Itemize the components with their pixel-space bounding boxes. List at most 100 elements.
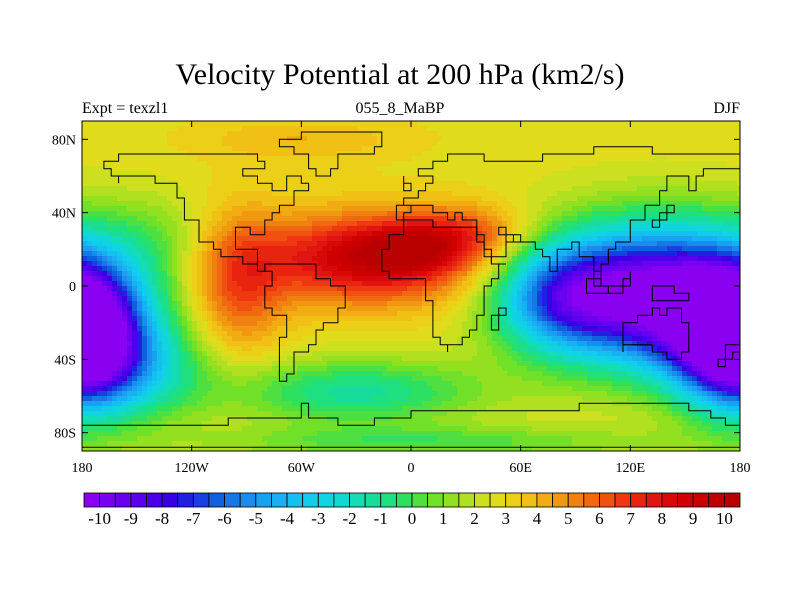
heatmap-cell	[187, 246, 193, 252]
heatmap-cell	[177, 126, 183, 132]
heatmap-cell	[207, 201, 213, 207]
heatmap-cell	[182, 221, 188, 227]
heatmap-cell	[157, 186, 163, 192]
heatmap-cell	[187, 261, 193, 267]
heatmap-cell	[192, 126, 198, 132]
heatmap-cell	[157, 296, 163, 302]
heatmap-cell	[272, 201, 278, 207]
heatmap-cell	[467, 146, 473, 152]
heatmap-cell	[487, 296, 493, 302]
heatmap-cell	[337, 231, 343, 237]
heatmap-cell	[112, 146, 118, 152]
heatmap-cell	[522, 241, 528, 247]
heatmap-cell	[587, 306, 593, 312]
heatmap-cell	[492, 256, 498, 262]
heatmap-cell	[167, 196, 173, 202]
heatmap-cell	[567, 301, 573, 307]
heatmap-cell	[407, 171, 413, 177]
heatmap-cell	[252, 201, 258, 207]
heatmap-cell	[117, 161, 123, 167]
heatmap-cell	[522, 276, 528, 282]
heatmap-cell	[637, 131, 643, 137]
heatmap-cell	[642, 171, 648, 177]
heatmap-cell	[522, 256, 528, 262]
heatmap-cell	[257, 306, 263, 312]
heatmap-cell	[652, 301, 658, 307]
heatmap-cell	[302, 226, 308, 232]
heatmap-cell	[317, 301, 323, 307]
heatmap-cell	[547, 281, 553, 287]
heatmap-cell	[362, 236, 368, 242]
heatmap-cell	[562, 156, 568, 162]
heatmap-cell	[717, 141, 723, 147]
heatmap-cell	[672, 296, 678, 302]
heatmap-cell	[647, 211, 653, 217]
heatmap-cell	[342, 306, 348, 312]
heatmap-cell	[112, 121, 118, 127]
heatmap-cell	[492, 191, 498, 197]
heatmap-cell	[317, 161, 323, 167]
heatmap-cell	[477, 211, 483, 217]
heatmap-cell	[537, 276, 543, 282]
heatmap-cell	[522, 126, 528, 132]
heatmap-cell	[87, 286, 93, 292]
heatmap-cell	[502, 161, 508, 167]
heatmap-cell	[162, 206, 168, 212]
heatmap-cell	[567, 296, 573, 302]
heatmap-cell	[232, 141, 238, 147]
heatmap-cell	[507, 281, 513, 287]
heatmap-cell	[97, 186, 103, 192]
heatmap-cell	[292, 166, 298, 172]
heatmap-cell	[567, 241, 573, 247]
heatmap-cell	[377, 266, 383, 272]
heatmap-cell	[662, 216, 668, 222]
heatmap-cell	[352, 136, 358, 142]
heatmap-cell	[672, 261, 678, 267]
heatmap-cell	[417, 191, 423, 197]
heatmap-cell	[117, 156, 123, 162]
heatmap-cell	[292, 206, 298, 212]
heatmap-cell	[102, 171, 108, 177]
heatmap-cell	[487, 261, 493, 267]
heatmap-cell	[512, 211, 518, 217]
heatmap-cell	[292, 221, 298, 227]
heatmap-cell	[712, 276, 718, 282]
heatmap-cell	[402, 221, 408, 227]
heatmap-cell	[377, 121, 383, 127]
heatmap-cell	[467, 301, 473, 307]
heatmap-cell	[197, 171, 203, 177]
heatmap-cell	[617, 241, 623, 247]
heatmap-cell	[92, 246, 98, 252]
heatmap-cell	[432, 166, 438, 172]
heatmap-cell	[517, 276, 523, 282]
heatmap-cell	[137, 121, 143, 127]
heatmap-cell	[397, 241, 403, 247]
heatmap-cell	[197, 306, 203, 312]
heatmap-cell	[407, 166, 413, 172]
heatmap-cell	[457, 176, 463, 182]
heatmap-cell	[142, 261, 148, 267]
heatmap-cell	[597, 136, 603, 142]
heatmap-cell	[672, 241, 678, 247]
heatmap-cell	[447, 186, 453, 192]
heatmap-cell	[112, 266, 118, 272]
heatmap-cell	[407, 301, 413, 307]
heatmap-cell	[322, 156, 328, 162]
heatmap-cell	[737, 186, 740, 192]
heatmap-cell	[632, 301, 638, 307]
heatmap-cell	[187, 211, 193, 217]
heatmap-cell	[567, 286, 573, 292]
heatmap-cell	[732, 211, 738, 217]
heatmap-cell	[202, 226, 208, 232]
heatmap-cell	[407, 191, 413, 197]
heatmap-cell	[527, 196, 533, 202]
heatmap-cell	[472, 231, 478, 237]
heatmap-cell	[617, 126, 623, 132]
heatmap-cell	[472, 291, 478, 297]
heatmap-cell	[267, 196, 273, 202]
heatmap-cell	[162, 126, 168, 132]
heatmap-cell	[387, 241, 393, 247]
heatmap-cell	[242, 171, 248, 177]
heatmap-cell	[227, 296, 233, 302]
heatmap-cell	[542, 236, 548, 242]
